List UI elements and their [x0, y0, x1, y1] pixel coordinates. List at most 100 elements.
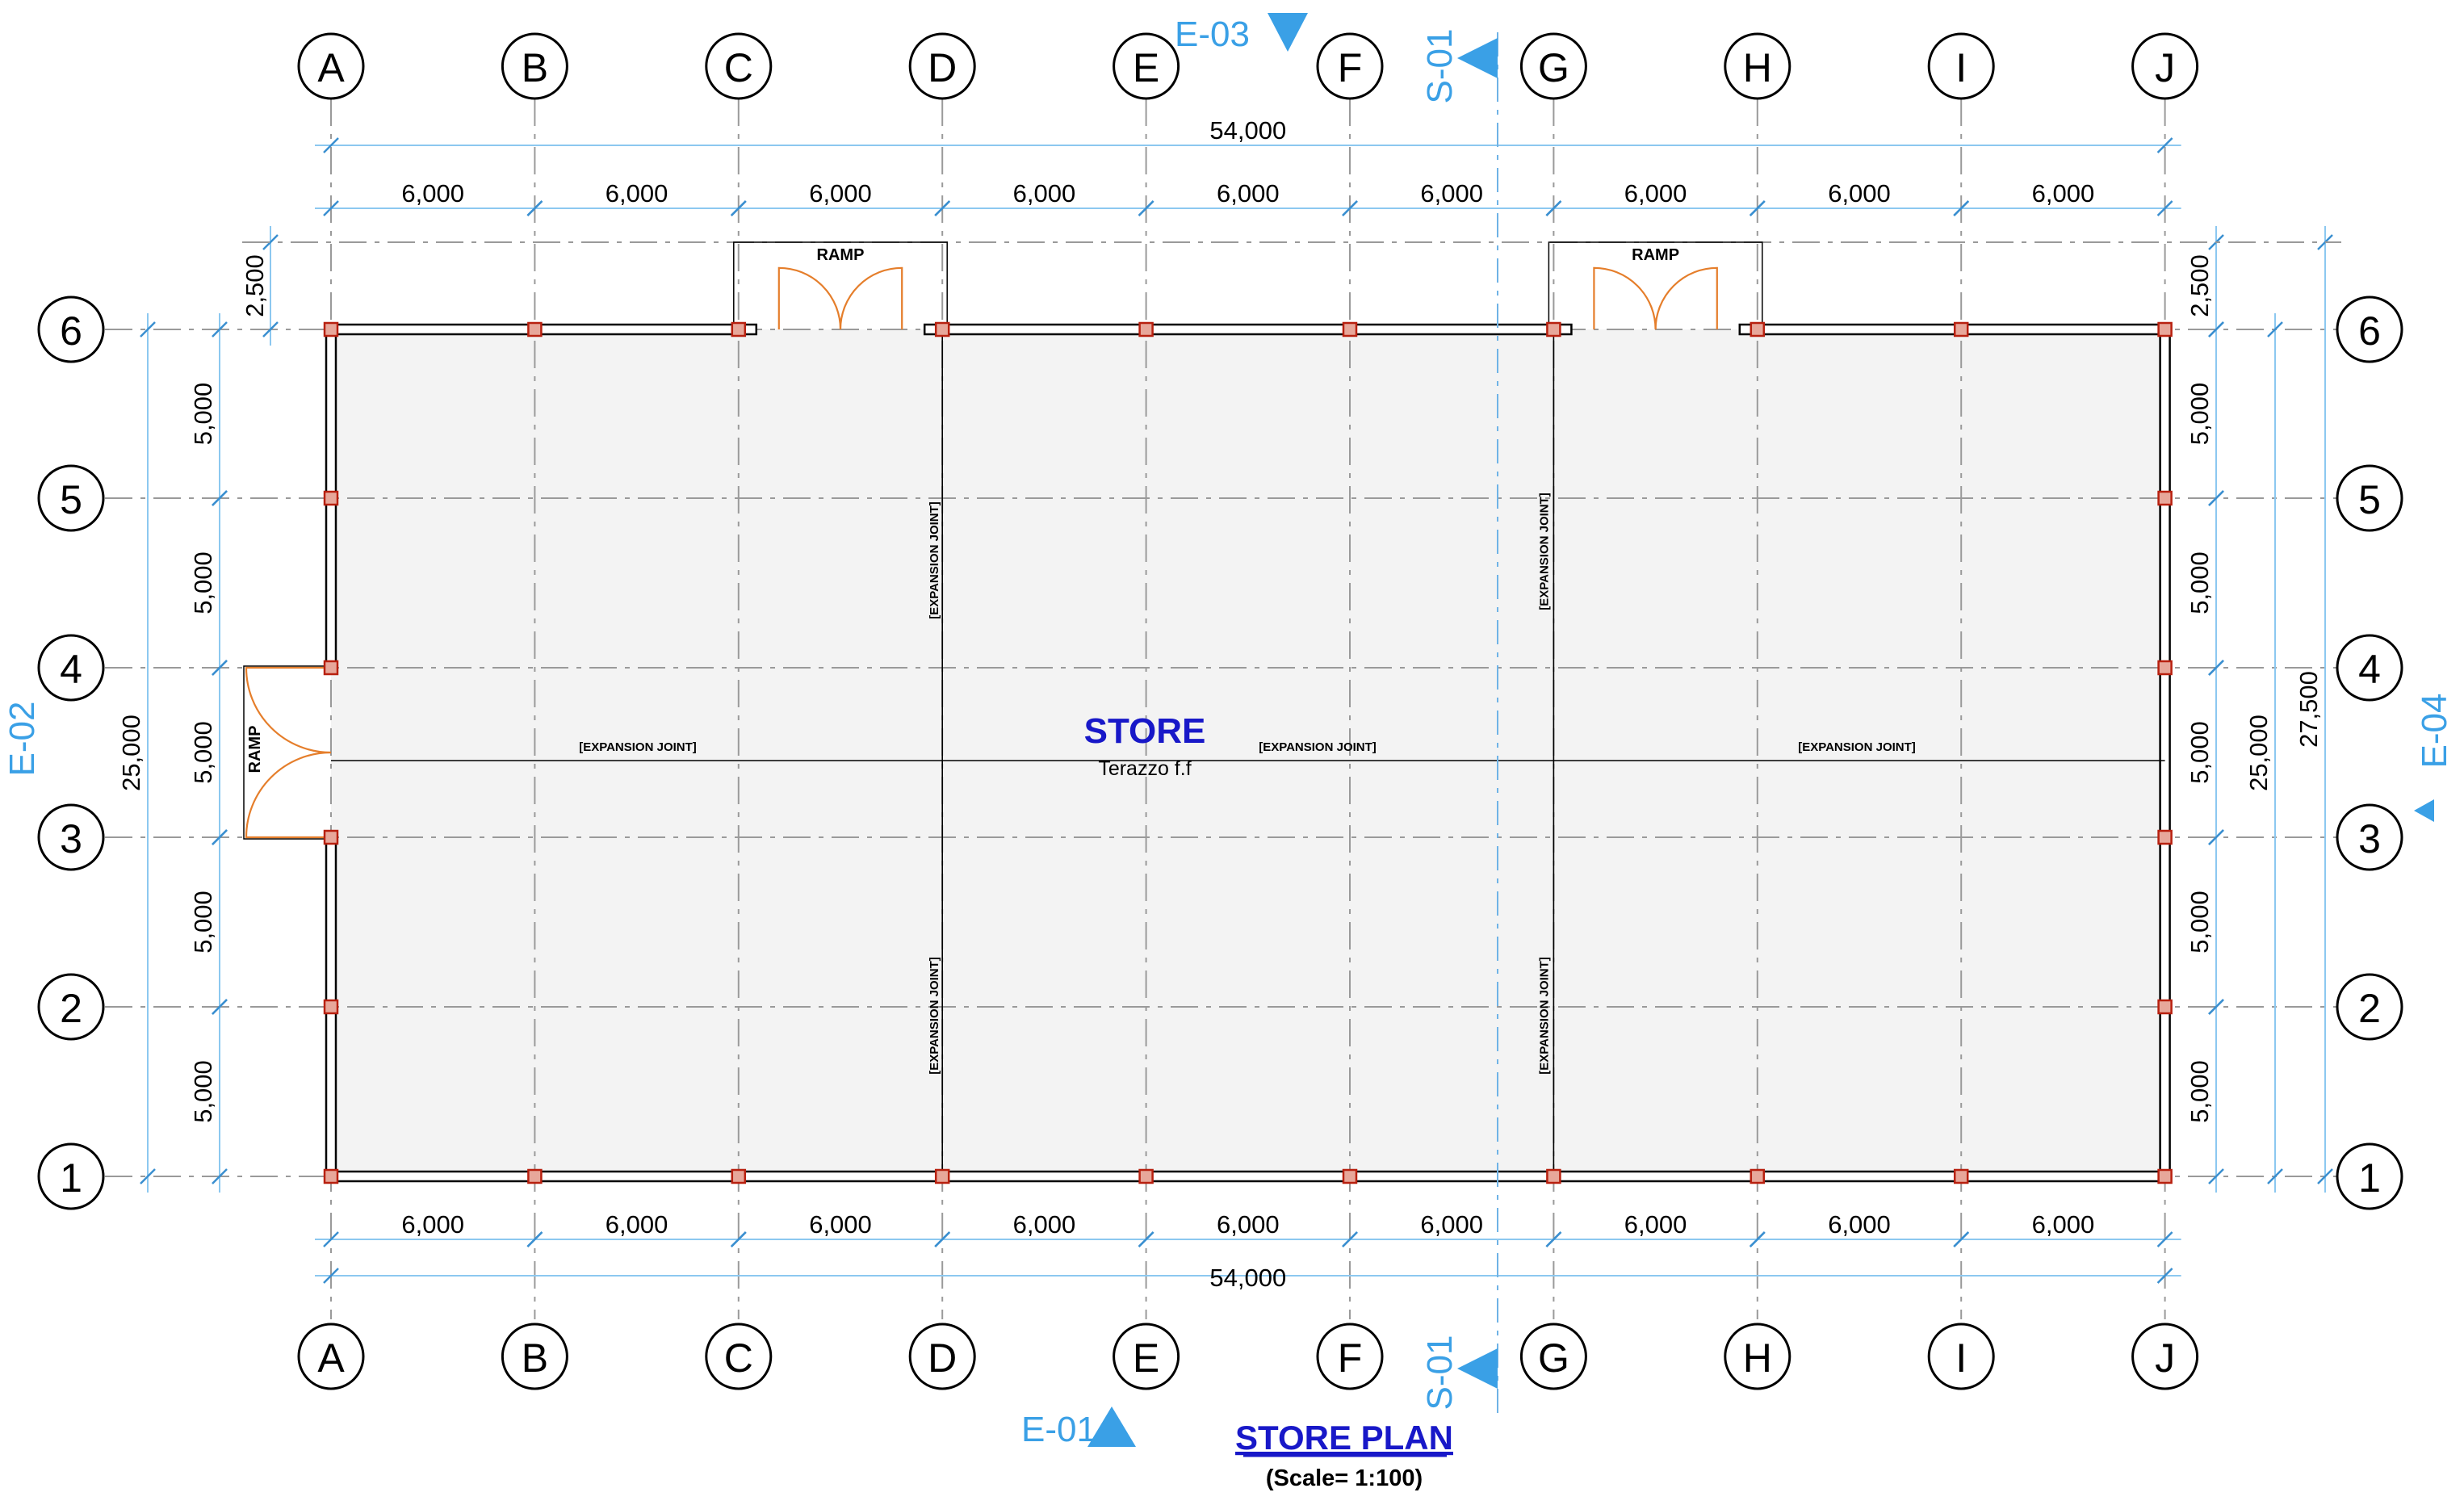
dim-tick: [730, 200, 747, 216]
grid-bubble-circle: [1316, 32, 1384, 100]
grid-bubble-bottom-C: C: [705, 1323, 773, 1390]
column-H1: [1750, 1168, 1766, 1184]
expansion-joint-label-v1: [EXPANSION JOINT]: [928, 501, 941, 619]
ramp-outline: [243, 665, 331, 840]
column-E6: [1138, 321, 1154, 337]
dim-bay-left-1-text: 5,000: [189, 1060, 217, 1123]
grid-bubble-top-C: C: [705, 32, 773, 100]
grid-bubble-left-3: 3: [37, 803, 105, 871]
plan-title: STORE PLAN: [1235, 1419, 1453, 1457]
grid-bubbles: A A B B C C D D E E F F G G H H I I J J 1 1 2 2 3 3 4 4 5 5 6 6: [37, 32, 2403, 1390]
grid-bubble-right-1: 1: [2336, 1142, 2403, 1210]
dim-tick: [2156, 1231, 2173, 1247]
dim-tick: [212, 321, 228, 337]
grid-bubble-circle: [297, 1323, 365, 1390]
dim-bay-right-3-text: 5,000: [2185, 721, 2214, 784]
dim-tick: [262, 321, 279, 337]
ramp-label: RAMP: [246, 726, 264, 773]
grid-bubble-left-2: 2: [37, 973, 105, 1041]
column-B6: [527, 321, 543, 337]
plan-scale: (Scale= 1:100): [1266, 1465, 1423, 1491]
grid-bubble-circle: [2336, 464, 2403, 532]
dim-tick: [2208, 999, 2224, 1015]
grid-bubble-label: J: [2155, 1335, 2175, 1381]
grid-bubble-bottom-A: A: [297, 1323, 365, 1390]
grid-bubble-label: A: [317, 45, 345, 90]
wall-bottom: [325, 1170, 2171, 1183]
grid-bubble-right-2: 2: [2336, 973, 2403, 1041]
grid-bubble-bottom-E: E: [1113, 1323, 1180, 1390]
grid-bubble-label: 5: [60, 477, 82, 522]
grid-bubble-circle: [297, 32, 365, 100]
column-H6: [1750, 321, 1766, 337]
expansion-joint-label-h3: [EXPANSION JOINT]: [1798, 740, 1916, 754]
column-G1: [1546, 1168, 1561, 1184]
grid-bubble-circle: [1519, 1323, 1587, 1390]
dim-bay-bottom-2-text: 6,000: [606, 1210, 668, 1239]
dim-tick: [934, 200, 951, 216]
column-J5: [2157, 490, 2173, 506]
grid-bubble-left-1: 1: [37, 1142, 105, 1210]
dim-bay-right-1-text: 5,000: [2185, 1060, 2214, 1123]
column-G6: [1546, 321, 1561, 337]
grid-bubble-top-G: G: [1519, 32, 1587, 100]
dim-tick: [2317, 1168, 2333, 1184]
dim-tick: [2208, 321, 2224, 337]
grid-bubble-circle: [37, 634, 105, 702]
grid-bubble-top-D: D: [908, 32, 976, 100]
dim-tick: [2208, 829, 2224, 845]
grid-bubble-circle: [2336, 1142, 2403, 1210]
grid-bubble-circle: [37, 464, 105, 532]
grid-bubble-circle: [2131, 32, 2199, 100]
floor-area: [331, 329, 2165, 1176]
dim-bay-bottom-7-text: 6,000: [1624, 1210, 1687, 1239]
dim-tick: [1138, 200, 1154, 216]
grid-bubble-circle: [37, 296, 105, 363]
dim-tick: [1545, 200, 1562, 216]
column-J2: [2157, 999, 2173, 1015]
grid-bubble-label: A: [317, 1335, 345, 1381]
column-A6: [323, 321, 339, 337]
grid-bubble-label: 4: [2358, 647, 2381, 692]
elevation-marker-right-triangle: [2414, 799, 2434, 822]
dim-tick: [323, 1268, 339, 1284]
grid-bubble-bottom-B: B: [501, 1323, 568, 1390]
dim-tick: [212, 829, 228, 845]
dim-bay-top-5-text: 6,000: [1217, 179, 1280, 208]
dim-bay-top-9-text: 6,000: [2032, 179, 2095, 208]
grid-bubble-label: I: [1955, 1335, 1967, 1381]
grid-bubble-label: B: [522, 1335, 548, 1381]
grid-bubble-circle: [501, 1323, 568, 1390]
dim-bay-top-8-text: 6,000: [1828, 179, 1891, 208]
dim-bay-top-3-text: 6,000: [809, 179, 872, 208]
grid-bubble-label: 6: [2358, 308, 2381, 354]
grid-bubble-label: H: [1743, 1335, 1772, 1381]
dim-tick: [526, 1231, 543, 1247]
ramps: RAMP RAMP RAMP: [243, 241, 1763, 840]
grid-bubble-label: G: [1538, 1335, 1569, 1381]
dim-tick: [323, 137, 339, 153]
dim-bay-left-3-text: 5,000: [189, 721, 217, 784]
column-E1: [1138, 1168, 1154, 1184]
floor-fill: [331, 329, 2165, 1176]
dim-tick: [1749, 200, 1766, 216]
elevation-marker-top-text: E-03: [1175, 15, 1250, 54]
column-J3: [2157, 829, 2173, 845]
dim-tick: [2156, 200, 2173, 216]
grid-bubble-top-A: A: [297, 32, 365, 100]
dim-tick: [2267, 1168, 2283, 1184]
grid-bubble-label: E: [1133, 1335, 1159, 1381]
column-A3: [323, 829, 339, 845]
ramp-outline: [1548, 241, 1763, 329]
dim-tick: [2208, 490, 2224, 506]
dim-tick: [212, 999, 228, 1015]
grid-bubble-bottom-D: D: [908, 1323, 976, 1390]
column-D6: [934, 321, 950, 337]
dim-ramp-right-text: 2,500: [2185, 254, 2214, 317]
column-I1: [1953, 1168, 1969, 1184]
column-A2: [323, 999, 339, 1015]
dim-tick: [1749, 1231, 1766, 1247]
dim-tick: [1953, 1231, 1970, 1247]
expansion-joint-label-v4: [EXPANSION JOINT]: [1537, 957, 1551, 1075]
grid-bubble-left-4: 4: [37, 634, 105, 702]
